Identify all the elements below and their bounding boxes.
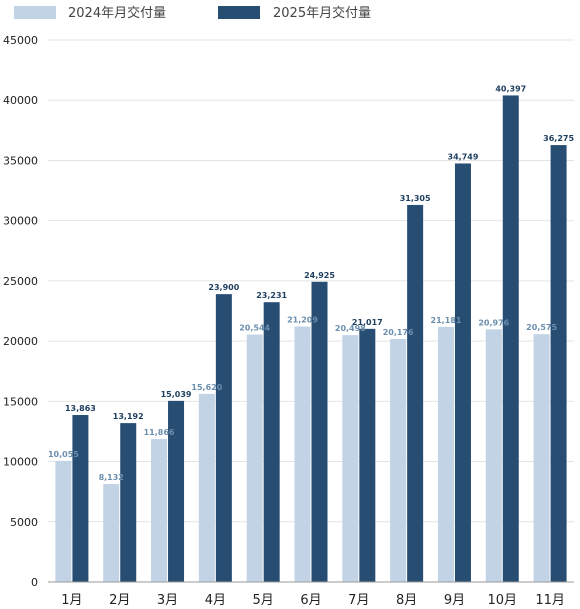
bar-label-2025: 31,305 <box>400 194 431 203</box>
bar-2025 <box>454 163 471 583</box>
bar-label-2025: 23,900 <box>208 283 239 292</box>
bar-2025 <box>263 302 280 582</box>
x-tick-label: 5月 <box>253 593 274 608</box>
y-tick-label: 15000 <box>3 395 38 408</box>
y-tick-label: 5000 <box>10 516 38 529</box>
x-tick-label: 8月 <box>396 593 417 608</box>
bars <box>55 95 567 583</box>
bar-2025 <box>120 423 137 582</box>
bar-label-2024: 21,209 <box>287 316 318 325</box>
legend-label-2024: 2024年月交付量 <box>68 5 166 21</box>
bar-2024 <box>485 329 502 582</box>
x-tick-label: 11月 <box>535 593 565 608</box>
x-axis-ticks: 1月 2月 3月 4月 5月 6月 7月 8月 9月 10月 11月 <box>61 593 565 608</box>
x-tick-label: 9月 <box>444 593 465 608</box>
bar-label-2024: 15,620 <box>191 383 222 392</box>
bar-2024 <box>246 334 263 582</box>
bar-label-2025: 21,017 <box>352 318 383 327</box>
y-tick-label: 10000 <box>3 456 38 469</box>
bar-label-2024: 11,866 <box>144 428 175 437</box>
bar-label-2025: 34,749 <box>448 152 479 161</box>
y-tick-label: 35000 <box>3 154 38 167</box>
x-tick-label: 2月 <box>109 593 130 608</box>
bar-2025 <box>550 145 567 583</box>
bar-2025 <box>502 95 519 582</box>
y-tick-label: 45000 <box>3 34 38 47</box>
x-tick-label: 6月 <box>300 593 321 608</box>
bar-label-2025: 13,863 <box>65 404 96 413</box>
y-tick-label: 25000 <box>3 275 38 288</box>
bar-2025 <box>72 415 89 582</box>
bar-label-2024: 20,176 <box>383 328 414 337</box>
y-tick-label: 20000 <box>3 335 38 348</box>
bar-2025 <box>311 281 328 582</box>
legend-label-2025: 2025年月交付量 <box>273 5 371 21</box>
bar-label-2024: 20,575 <box>526 323 557 332</box>
bar-label-2024: 20,544 <box>239 324 270 333</box>
bar-label-2025: 36,275 <box>543 134 574 143</box>
y-tick-label: 0 <box>31 576 38 589</box>
legend-swatch-2024 <box>14 6 56 19</box>
bar-label-2024: 8,132 <box>99 473 124 482</box>
bar-2024 <box>342 335 359 582</box>
bar-2024 <box>151 439 168 582</box>
bar-label-2025: 24,925 <box>304 271 335 280</box>
legend: 2024年月交付量 2025年月交付量 <box>14 5 371 21</box>
bar-2024 <box>103 484 120 582</box>
bar-2025 <box>168 400 185 582</box>
bar-2024 <box>55 460 72 582</box>
bar-2025 <box>407 204 424 582</box>
bar-label-2025: 23,231 <box>256 291 287 300</box>
bar-label-2024: 20,498 <box>335 324 366 333</box>
y-axis-ticks: 0 5000 10000 15000 20000 25000 30000 35000 40000… <box>3 34 38 589</box>
bar-label-2024: 21,181 <box>431 316 462 325</box>
bar-2024 <box>390 338 407 582</box>
y-tick-label: 40000 <box>3 94 38 107</box>
bar-label-2025: 13,192 <box>113 412 144 421</box>
x-tick-label: 1月 <box>61 593 82 608</box>
bar-2025 <box>215 294 232 582</box>
bar-label-2024: 10,055 <box>48 450 79 459</box>
bar-2024 <box>437 326 454 582</box>
bar-label-2024: 20,976 <box>478 318 509 327</box>
bar-label-2025: 15,039 <box>161 390 192 399</box>
legend-swatch-2025 <box>218 6 260 19</box>
bar-2024 <box>198 393 215 582</box>
y-tick-label: 30000 <box>3 215 38 228</box>
x-tick-label: 3月 <box>157 593 178 608</box>
x-tick-label: 10月 <box>487 593 517 608</box>
bar-label-2025: 40,397 <box>495 84 526 93</box>
x-tick-label: 4月 <box>205 593 226 608</box>
bar-2025 <box>359 328 376 582</box>
bar-2024 <box>533 334 550 582</box>
x-tick-label: 7月 <box>348 593 369 608</box>
bar-2024 <box>294 326 311 582</box>
